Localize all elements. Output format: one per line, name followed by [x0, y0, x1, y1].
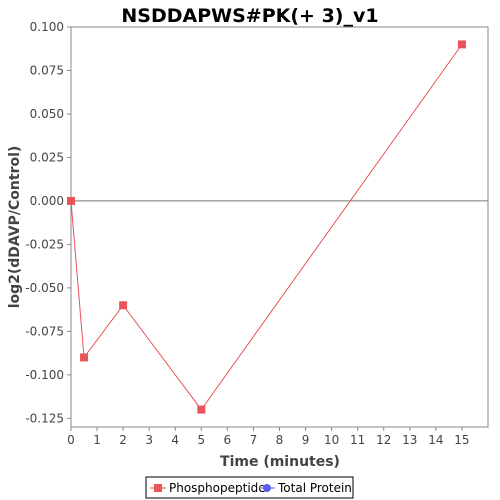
data-point: [119, 301, 128, 310]
legend-marker: [154, 484, 162, 492]
x-tick-label: 5: [197, 433, 205, 447]
x-tick-label: 7: [250, 433, 258, 447]
x-tick-label: 9: [302, 433, 310, 447]
y-tick-label: 0.100: [30, 20, 64, 34]
y-tick-label: 0.050: [30, 107, 64, 121]
y-tick-label: -0.125: [25, 411, 64, 425]
x-tick-label: 0: [67, 433, 75, 447]
x-tick-label: 3: [145, 433, 153, 447]
y-tick-label: -0.025: [25, 237, 64, 251]
x-tick-label: 2: [119, 433, 127, 447]
data-point: [80, 353, 89, 362]
x-tick-label: 1: [93, 433, 101, 447]
legend-item-total-protein: Total Protein: [259, 481, 352, 495]
x-axis: 0 1 2 3 4 5 6 7 8 9 10 11 12 13 14 15: [67, 427, 470, 447]
x-tick-label: 13: [402, 433, 417, 447]
plot-area: [70, 26, 489, 428]
legend-item-phosphopeptide: Phosphopeptide: [150, 481, 266, 495]
legend-label: Total Protein: [277, 481, 352, 495]
data-point: [67, 196, 75, 205]
y-tick-label: -0.100: [25, 368, 64, 382]
y-axis-label: log2(dDAVP/Control): [7, 146, 23, 309]
x-tick-label: 11: [350, 433, 365, 447]
x-tick-label: 12: [376, 433, 391, 447]
y-tick-label: -0.075: [25, 324, 64, 338]
y-axis: 0.100 0.075 0.050 0.025 0.000 -0.025 -0.050 -0.…: [25, 20, 71, 425]
y-tick-label: 0.075: [30, 63, 64, 77]
x-tick-label: 8: [276, 433, 284, 447]
x-tick-label: 6: [224, 433, 232, 447]
legend-marker: [263, 484, 271, 492]
x-tick-label: 15: [454, 433, 469, 447]
y-tick-label: -0.050: [25, 281, 64, 295]
legend-label: Phosphopeptide: [169, 481, 266, 495]
data-point: [197, 405, 206, 414]
chart-title: NSDDAPWS#PK(+ 3)_v1: [121, 5, 378, 27]
y-tick-label: 0.025: [30, 150, 64, 164]
legend-box: [145, 476, 354, 499]
y-tick-label: 0.000: [30, 194, 64, 208]
x-tick-label: 14: [428, 433, 443, 447]
data-point: [457, 40, 466, 49]
series-layer: [67, 40, 466, 414]
x-axis-label: Time (minutes): [220, 454, 340, 470]
legend: Phosphopeptide Total Protein: [145, 476, 354, 499]
x-tick-label: 4: [171, 433, 179, 447]
x-tick-label: 10: [324, 433, 339, 447]
